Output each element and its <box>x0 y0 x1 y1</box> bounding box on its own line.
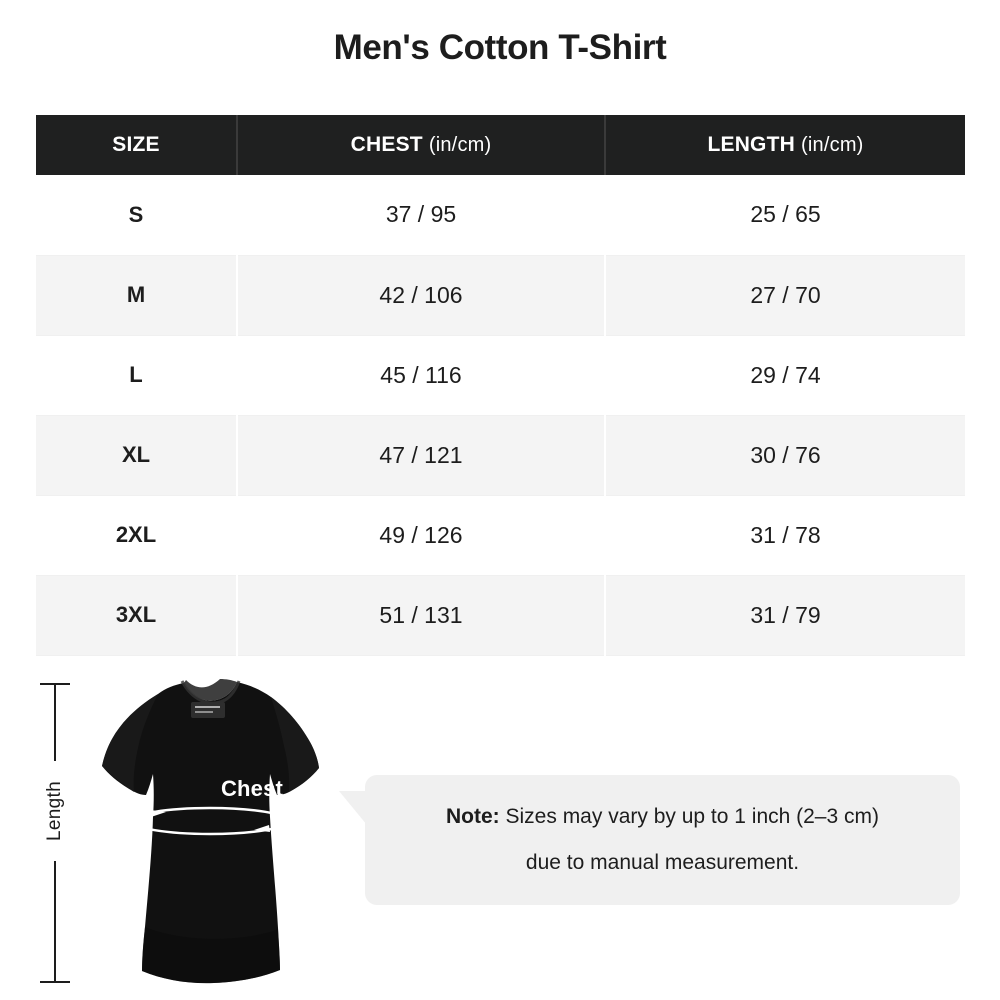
table-row: 3XL 51 / 131 31 / 79 <box>36 575 965 656</box>
column-header-size-label: SIZE <box>112 133 160 156</box>
size-chart-table: SIZE CHEST (in/cm) LENGTH (in/cm) S 37 /… <box>36 115 965 656</box>
column-header-size: SIZE <box>36 115 238 175</box>
tshirt-neck-tag-icon <box>191 702 225 718</box>
column-header-length-unit: (in/cm) <box>801 134 864 156</box>
column-header-chest-label: CHEST <box>350 133 423 156</box>
tshirt-neckline-icon <box>180 680 241 705</box>
cell-chest: 51 / 131 <box>237 575 606 656</box>
note-line-1: Note: Sizes may vary by up to 1 inch (2–… <box>446 805 879 829</box>
cell-length: 30 / 76 <box>605 415 965 496</box>
length-cap-bottom-icon <box>40 981 70 983</box>
table-row: M 42 / 106 27 / 70 <box>36 255 965 336</box>
tshirt-collar-icon <box>184 679 237 701</box>
measurement-illustration: Length <box>0 660 1000 1000</box>
cell-size: 3XL <box>36 575 238 656</box>
cell-chest: 45 / 116 <box>237 335 606 416</box>
length-dimension-line: Length <box>38 678 72 988</box>
column-header-chest-unit: (in/cm) <box>428 134 492 156</box>
chest-arrow-right-icon <box>254 825 270 832</box>
table-header: SIZE CHEST (in/cm) LENGTH (in/cm) <box>36 115 965 175</box>
column-header-length: LENGTH (in/cm) <box>605 115 965 175</box>
table-row: 2XL 49 / 126 31 / 78 <box>36 495 965 576</box>
table-row: XL 47 / 121 30 / 76 <box>36 415 965 496</box>
tshirt-svg <box>102 679 319 984</box>
cell-chest: 47 / 121 <box>237 415 606 496</box>
note-callout-tail-icon <box>339 791 367 825</box>
cell-length: 25 / 65 <box>605 175 965 256</box>
chest-arrow-left-icon <box>150 810 166 817</box>
column-header-chest: CHEST (in/cm) <box>237 115 606 175</box>
table-body: S 37 / 95 25 / 65 M 42 / 106 27 / 70 L 4… <box>36 175 965 656</box>
cell-size: L <box>36 335 238 416</box>
cell-size: S <box>36 175 238 256</box>
table-row: L 45 / 116 29 / 74 <box>36 335 965 416</box>
table-row: S 37 / 95 25 / 65 <box>36 175 965 256</box>
cell-size: XL <box>36 415 238 496</box>
cell-size: M <box>36 255 238 336</box>
note-callout: Note: Sizes may vary by up to 1 inch (2–… <box>339 775 960 905</box>
tshirt-illustration: Chest <box>62 678 332 988</box>
table-header-row: SIZE CHEST (in/cm) LENGTH (in/cm) <box>36 115 965 175</box>
page-title: Men's Cotton T-Shirt <box>333 28 667 67</box>
cell-length: 27 / 70 <box>605 255 965 336</box>
cell-chest: 49 / 126 <box>237 495 606 576</box>
tshirt-neck-tag-line-2 <box>195 711 213 713</box>
tshirt-shade-right <box>271 697 319 792</box>
tshirt-neck-tag-line-1 <box>195 706 220 708</box>
chest-measure-ellipse-icon <box>130 806 290 836</box>
cell-length: 31 / 79 <box>605 575 965 656</box>
cell-chest: 37 / 95 <box>237 175 606 256</box>
cell-length: 29 / 74 <box>605 335 965 416</box>
note-line-1-text: Sizes may vary by up to 1 inch (2–3 cm) <box>499 805 879 828</box>
cell-chest: 42 / 106 <box>237 255 606 336</box>
note-prefix: Note: <box>446 805 500 828</box>
tshirt-shade-left <box>102 694 158 792</box>
note-line-2: due to manual measurement. <box>525 851 800 874</box>
tshirt-body-shape <box>102 682 319 984</box>
cell-size: 2XL <box>36 495 238 576</box>
cell-length: 31 / 78 <box>605 495 965 576</box>
tshirt-shade-hem <box>142 927 280 984</box>
column-header-length-label: LENGTH <box>707 133 795 156</box>
